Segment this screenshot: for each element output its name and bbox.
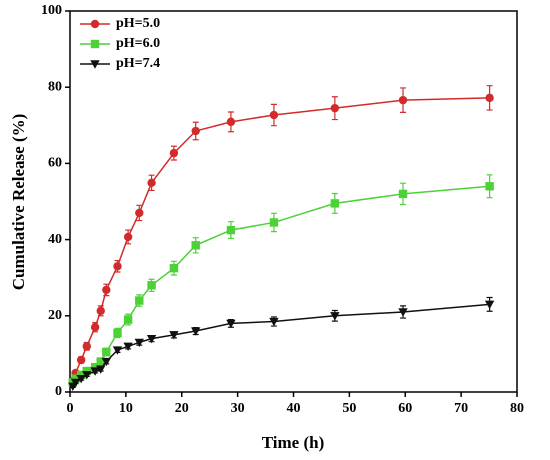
x-tick-label: 20 (175, 401, 189, 416)
marker (76, 374, 86, 384)
y-tick-label: 100 (41, 3, 62, 18)
series-line (72, 97, 490, 382)
y-tick-label: 40 (48, 232, 62, 247)
marker (90, 363, 100, 372)
marker (191, 241, 200, 250)
legend-text: pH=5.0 (116, 16, 160, 31)
x-tick-label: 30 (231, 401, 245, 416)
y-tick-label: 0 (55, 384, 62, 399)
marker (96, 365, 106, 374)
marker (76, 355, 86, 365)
marker (102, 347, 111, 357)
marker (147, 178, 156, 188)
marker (226, 225, 236, 235)
x-axis-label: Time (h) (262, 433, 325, 452)
marker (147, 281, 156, 290)
x-tick-label: 60 (398, 401, 412, 416)
x-tick-label: 80 (510, 401, 524, 416)
marker (82, 366, 91, 376)
marker (485, 182, 494, 191)
marker (269, 218, 279, 227)
marker (269, 110, 279, 120)
marker (101, 357, 112, 367)
marker (76, 370, 86, 380)
marker (398, 95, 408, 105)
marker (113, 328, 122, 338)
marker (123, 315, 133, 324)
marker (191, 126, 200, 136)
marker (169, 148, 179, 158)
marker (90, 60, 100, 69)
x-tick-label: 10 (119, 401, 133, 416)
y-axis-label: Cumulative Release (%) (9, 114, 28, 291)
marker (102, 285, 111, 295)
marker (90, 39, 100, 49)
marker (96, 306, 105, 316)
marker (90, 367, 100, 376)
x-tick-label: 70 (454, 401, 468, 416)
series-line (72, 303, 490, 387)
marker (96, 357, 105, 366)
series-line (72, 185, 490, 383)
legend-text: pH=6.0 (116, 36, 160, 51)
marker (70, 378, 81, 388)
marker (398, 189, 408, 199)
marker (484, 300, 495, 310)
marker (330, 312, 340, 321)
marker (226, 117, 236, 127)
y-tick-label: 20 (48, 308, 62, 323)
marker (226, 319, 236, 329)
marker (485, 93, 494, 103)
marker (169, 263, 179, 273)
y-tick-label: 60 (48, 156, 62, 171)
legend-text: pH=7.4 (116, 56, 160, 71)
marker (123, 342, 133, 351)
marker (135, 296, 144, 305)
marker (135, 208, 144, 218)
marker (330, 199, 340, 208)
marker (113, 262, 122, 271)
x-tick-label: 50 (342, 401, 356, 416)
marker (146, 334, 157, 344)
x-tick-label: 0 (67, 401, 74, 416)
marker (90, 19, 100, 29)
marker (90, 323, 100, 332)
marker (71, 374, 80, 383)
marker (112, 346, 123, 355)
marker (82, 371, 92, 380)
marker (330, 103, 340, 113)
marker (269, 317, 279, 327)
marker (134, 338, 144, 348)
x-tick-label: 40 (287, 401, 301, 416)
marker (123, 232, 133, 242)
marker (82, 342, 91, 351)
marker (398, 308, 408, 317)
marker (169, 331, 179, 340)
marker (191, 327, 201, 336)
y-tick-label: 80 (48, 79, 62, 94)
